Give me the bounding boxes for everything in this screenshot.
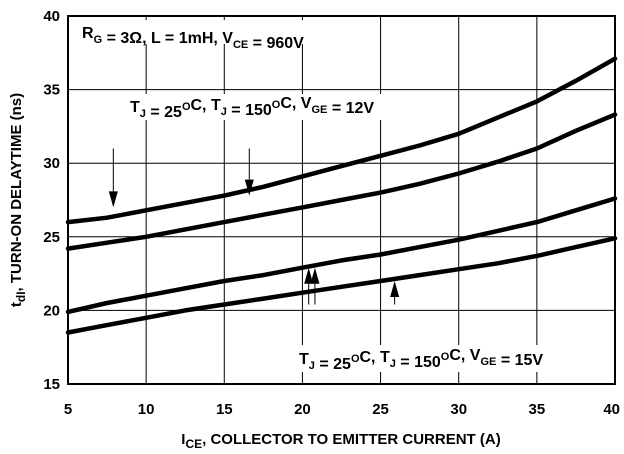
label-15v-part: = 25 <box>315 356 351 373</box>
label-15v-part: = 150 <box>396 354 441 371</box>
y-tick-label: 20 <box>43 302 60 319</box>
y-axis-title: tdI, TURN-ON DELAYTIME (ns) <box>8 93 28 307</box>
label-15v-part: T <box>299 351 309 368</box>
x-axis-title-rest: , COLLECTOR TO EMITTER CURRENT (A) <box>202 431 501 448</box>
x-tick-label: 15 <box>216 401 233 418</box>
x-tick-label: 35 <box>529 401 546 418</box>
test-conditions: RG = 3Ω, L = 1mH, VCE = 960V <box>82 25 304 52</box>
conditions-part: R <box>82 25 94 42</box>
label-12v-part: = 150 <box>227 102 272 119</box>
conditions-part: = 960V <box>248 35 304 52</box>
label-15v-bg <box>294 345 602 372</box>
label-12v-part: C, V <box>280 95 311 112</box>
label-15v-part: C, V <box>449 347 480 364</box>
y-tick-label: 25 <box>43 229 60 246</box>
tick-labels: 5 10 15 20 25 30 35 40 15 20 25 30 35 40 <box>43 8 620 418</box>
x-axis-title-main: I <box>181 431 185 448</box>
label-12v-part: = 12V <box>327 100 374 117</box>
series-line-1 <box>65 56 618 225</box>
callout-arrow <box>310 267 320 305</box>
label-15v-part: C, T <box>360 349 390 366</box>
label-12v-subscript: J <box>221 106 227 118</box>
y-axis-title-main: t <box>8 302 25 307</box>
series-line-4 <box>65 236 618 335</box>
label-15v-superscript: O <box>351 353 360 365</box>
x-axis-title-sub: CE <box>185 437 202 451</box>
label-12v-superscript: O <box>182 101 191 113</box>
callout-arrow <box>390 280 400 305</box>
label-12v-superscript: O <box>272 99 281 111</box>
curves <box>65 56 618 335</box>
label-12v-part: C, T <box>191 97 221 114</box>
label-15v-subscript: J <box>390 358 396 370</box>
callout-arrow <box>108 148 118 208</box>
label-vge-15v: TJ = 25OC, TJ = 150OC, VGE = 15V <box>299 347 543 373</box>
x-axis-title: ICE, COLLECTOR TO EMITTER CURRENT (A) <box>181 431 500 451</box>
conditions-part: = 3Ω, L = 1mH, V <box>102 30 233 47</box>
conditions-subscript: G <box>94 34 103 46</box>
conditions-subscript: CE <box>233 39 248 51</box>
label-15v-superscript: O <box>441 351 450 363</box>
y-tick-label: 35 <box>43 82 60 99</box>
y-tick-label: 40 <box>43 8 60 25</box>
y-tick-label: 15 <box>43 376 60 393</box>
x-tick-label: 5 <box>64 401 72 418</box>
label-vge-12v: TJ = 25OC, TJ = 150OC, VGE = 12V <box>130 95 374 121</box>
label-12v-part: T <box>130 99 140 116</box>
arrows <box>108 148 400 305</box>
plot-frame <box>67 15 616 385</box>
series-line-2 <box>65 112 618 251</box>
y-axis-title-sub: dI <box>14 291 28 302</box>
callout-arrow <box>244 148 254 196</box>
x-tick-label: 25 <box>372 401 389 418</box>
x-tick-label: 30 <box>450 401 467 418</box>
y-axis-title-rest: , TURN-ON DELAYTIME (ns) <box>8 93 25 292</box>
label-12v-subscript: GE <box>311 104 327 116</box>
x-tick-label: 20 <box>294 401 311 418</box>
label-15v-subscript: J <box>309 360 315 372</box>
label-12v-bg <box>124 94 452 120</box>
conditions-bg <box>76 20 350 44</box>
callout-arrow <box>304 267 314 305</box>
x-tick-label: 40 <box>603 401 620 418</box>
label-12v-part: = 25 <box>146 104 182 121</box>
series-line-3 <box>65 196 618 315</box>
label-12v-subscript: J <box>140 108 146 120</box>
x-tick-label: 10 <box>138 401 155 418</box>
label-15v-part: = 15V <box>496 352 543 369</box>
label-15v-subscript: GE <box>480 356 496 368</box>
y-tick-label: 30 <box>43 155 60 172</box>
